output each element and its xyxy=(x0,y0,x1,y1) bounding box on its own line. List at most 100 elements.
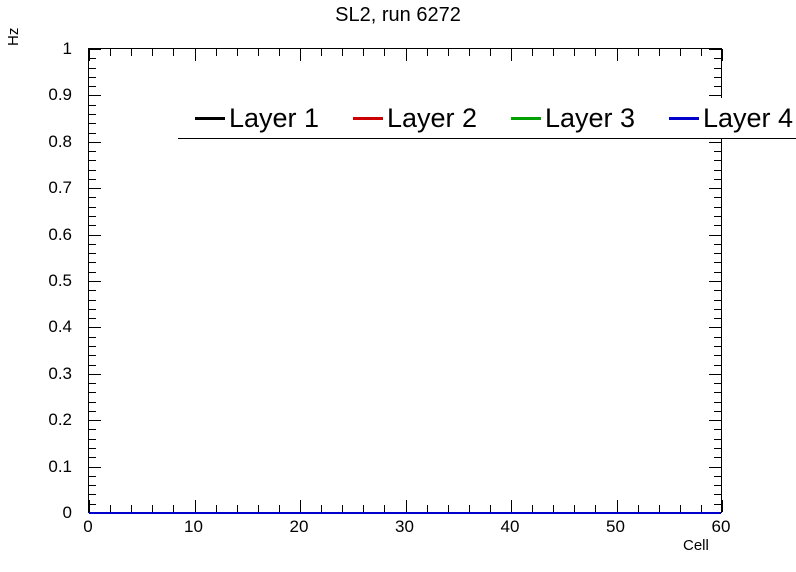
x-minor-tick xyxy=(110,49,112,56)
x-minor-tick xyxy=(574,505,576,512)
x-axis-title: Cell xyxy=(683,537,709,554)
x-minor-tick xyxy=(447,505,449,512)
y-minor-tick xyxy=(89,197,96,199)
x-minor-tick xyxy=(278,505,280,512)
x-minor-tick xyxy=(426,49,428,56)
y-minor-tick xyxy=(714,494,721,496)
y-tick-label: 0.7 xyxy=(48,178,72,198)
y-minor-tick xyxy=(714,225,721,227)
x-minor-tick xyxy=(489,505,491,512)
x-major-tick xyxy=(405,49,407,61)
y-minor-tick xyxy=(714,253,721,255)
y-major-tick xyxy=(709,141,721,143)
legend-entry[interactable]: Layer 3 xyxy=(510,102,636,133)
y-minor-tick xyxy=(714,206,721,208)
y-minor-tick xyxy=(89,364,96,366)
y-minor-tick xyxy=(714,271,721,273)
y-major-tick xyxy=(89,141,101,143)
y-minor-tick xyxy=(89,336,96,338)
y-minor-tick xyxy=(89,410,96,412)
y-minor-tick xyxy=(89,475,96,477)
x-major-tick xyxy=(511,500,512,512)
x-minor-tick xyxy=(595,49,597,56)
x-major-tick xyxy=(194,49,196,61)
y-minor-tick xyxy=(89,76,96,78)
y-minor-tick xyxy=(714,318,721,320)
y-major-tick xyxy=(709,188,721,190)
x-minor-tick xyxy=(553,49,555,56)
x-tick-label: 30 xyxy=(395,517,414,536)
x-minor-tick xyxy=(700,505,702,512)
x-minor-tick xyxy=(637,505,639,512)
y-minor-tick xyxy=(89,262,96,264)
y-minor-tick xyxy=(89,169,96,171)
y-minor-tick xyxy=(714,355,721,357)
y-minor-tick xyxy=(714,216,721,218)
y-minor-tick xyxy=(89,448,96,450)
x-minor-tick xyxy=(152,505,154,512)
y-minor-tick xyxy=(714,86,721,88)
x-major-tick xyxy=(511,49,512,61)
legend-line-icon xyxy=(510,116,541,120)
y-minor-tick xyxy=(89,383,96,385)
x-minor-tick xyxy=(236,505,238,512)
legend-entry[interactable]: Layer 1 xyxy=(194,104,319,132)
y-minor-tick xyxy=(89,132,96,134)
y-major-tick xyxy=(89,420,101,422)
y-minor-tick xyxy=(714,299,721,301)
y-tick-label: 0.5 xyxy=(48,271,72,290)
y-major-tick xyxy=(89,281,101,282)
x-minor-tick xyxy=(426,505,428,512)
legend-label: Layer 2 xyxy=(386,102,478,133)
x-minor-tick xyxy=(468,49,470,56)
y-major-tick xyxy=(89,373,101,375)
y-minor-tick xyxy=(89,401,96,403)
x-minor-tick xyxy=(342,505,344,512)
y-minor-tick xyxy=(714,475,721,477)
x-tick-label: 50 xyxy=(606,517,625,536)
legend-label: Layer 3 xyxy=(544,102,636,133)
legend-entry[interactable]: Layer 4 xyxy=(668,104,793,132)
y-major-tick xyxy=(709,281,721,282)
x-minor-tick xyxy=(532,505,534,512)
y-minor-tick xyxy=(89,457,96,459)
x-minor-tick xyxy=(447,49,449,56)
x-major-tick xyxy=(89,500,90,512)
x-minor-tick xyxy=(637,49,639,56)
y-minor-tick xyxy=(714,457,721,459)
y-minor-tick xyxy=(89,58,96,60)
y-minor-tick xyxy=(89,67,96,69)
legend-entry[interactable]: Layer 2 xyxy=(352,102,478,133)
x-minor-tick xyxy=(489,49,491,56)
y-minor-tick xyxy=(714,364,721,366)
x-major-tick xyxy=(300,500,301,512)
x-minor-tick xyxy=(236,49,238,56)
y-minor-tick xyxy=(714,485,721,487)
x-major-tick xyxy=(405,500,407,512)
x-major-tick xyxy=(194,500,196,512)
y-tick-label: 0.4 xyxy=(48,317,72,337)
y-major-tick xyxy=(89,95,101,97)
y-axis-title: Hz xyxy=(5,27,22,46)
y-minor-tick xyxy=(714,448,721,450)
y-minor-tick xyxy=(714,308,721,310)
y-minor-tick xyxy=(714,67,721,69)
x-minor-tick xyxy=(215,505,217,512)
y-major-tick xyxy=(89,49,101,50)
y-minor-tick xyxy=(714,262,721,264)
x-minor-tick xyxy=(257,49,259,56)
y-minor-tick xyxy=(714,438,721,440)
y-major-tick xyxy=(89,234,101,236)
y-minor-tick xyxy=(89,494,96,496)
y-minor-tick xyxy=(89,151,96,153)
x-minor-tick xyxy=(363,49,365,56)
y-major-tick xyxy=(709,234,721,236)
x-minor-tick xyxy=(363,505,365,512)
y-tick-label: 0.9 xyxy=(48,85,72,105)
y-minor-tick xyxy=(89,438,96,440)
y-minor-tick xyxy=(89,392,96,394)
x-major-tick xyxy=(722,500,723,512)
y-minor-tick xyxy=(714,169,721,171)
y-minor-tick xyxy=(714,345,721,347)
